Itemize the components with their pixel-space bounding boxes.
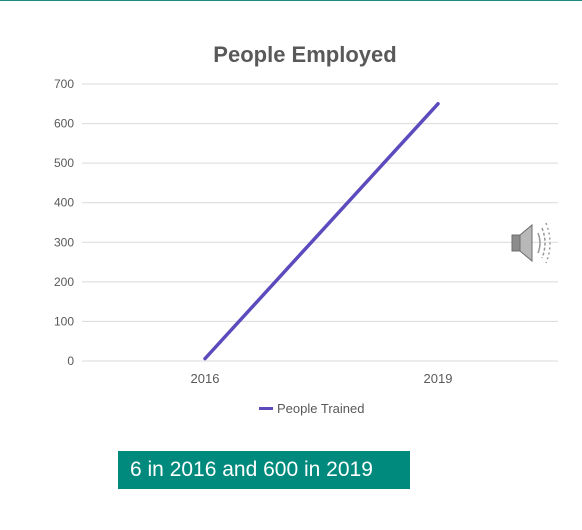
- summary-callout: 6 in 2016 and 600 in 2019: [118, 451, 410, 489]
- y-tick-label: 300: [54, 235, 74, 249]
- series-lines: [203, 102, 440, 361]
- chart-title: People Employed: [213, 42, 397, 67]
- y-tick-label: 0: [67, 354, 74, 368]
- series-line: [203, 102, 440, 361]
- callout-text: 6 in 2016 and 600 in 2019: [130, 458, 373, 481]
- y-tick-label: 500: [54, 156, 74, 170]
- y-tick-label: 600: [54, 117, 74, 131]
- x-tick-label: 2019: [424, 371, 453, 386]
- y-tick-label: 700: [54, 77, 74, 91]
- y-tick-label: 100: [54, 314, 74, 328]
- grid-lines: [82, 83, 558, 362]
- y-tick-label: 200: [54, 275, 74, 289]
- legend: People Trained: [259, 399, 364, 417]
- legend-swatch: [259, 406, 273, 410]
- x-axis-ticks: 2016 2019: [191, 371, 453, 386]
- speaker-icon[interactable]: [508, 220, 560, 266]
- data-point: [203, 357, 207, 361]
- y-axis-ticks: 0 100 200 300 400 500 600 700: [54, 77, 74, 368]
- top-border: [0, 0, 582, 5]
- y-tick-label: 400: [54, 196, 74, 210]
- data-point: [436, 102, 440, 106]
- x-tick-label: 2016: [191, 371, 220, 386]
- legend-label: People Trained: [277, 400, 365, 416]
